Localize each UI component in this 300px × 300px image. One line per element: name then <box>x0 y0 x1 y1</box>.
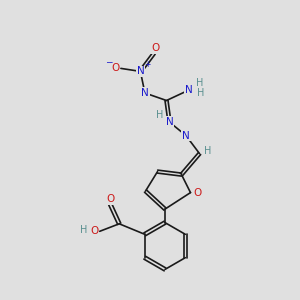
Text: O: O <box>111 63 120 74</box>
Text: N: N <box>136 66 144 76</box>
Text: O: O <box>90 226 98 236</box>
Text: N: N <box>185 85 193 95</box>
Text: H: H <box>156 110 164 120</box>
Text: −: − <box>104 57 112 66</box>
Text: H: H <box>204 146 211 156</box>
Text: N: N <box>182 130 190 141</box>
Text: H: H <box>197 88 204 98</box>
Text: N: N <box>141 88 149 98</box>
Text: H: H <box>80 225 87 235</box>
Text: O: O <box>193 188 201 198</box>
Text: O: O <box>106 194 114 204</box>
Text: +: + <box>144 60 150 69</box>
Text: O: O <box>151 43 160 53</box>
Text: N: N <box>166 117 173 127</box>
Text: H: H <box>196 78 203 88</box>
